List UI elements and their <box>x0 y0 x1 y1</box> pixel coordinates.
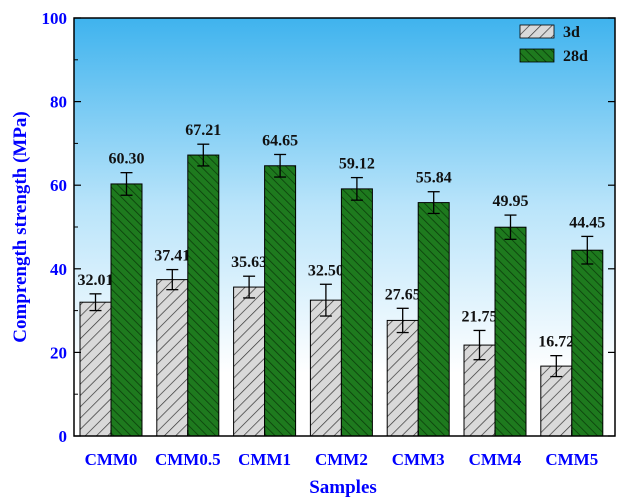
x-tick-label: CMM4 <box>469 450 522 469</box>
y-tick-label: 100 <box>42 9 68 28</box>
bar-3d <box>309 299 342 437</box>
legend: 3d 28d <box>519 24 588 65</box>
data-label: 32.50 <box>308 262 344 279</box>
chart-marks: 32.01 60.30 37.41 67.21 35.63 64.65 32.50 59.12… <box>78 122 605 437</box>
y-axis-ticks: 0 20 40 60 80 100 <box>42 9 615 446</box>
data-label: 49.95 <box>493 193 529 210</box>
y-tick-label: 20 <box>50 343 67 362</box>
y-axis-title: Comprength strength (MPa) <box>10 111 31 343</box>
legend-swatch-3d <box>519 24 555 39</box>
data-label: 60.30 <box>109 151 145 168</box>
legend-label-28d: 28d <box>563 48 588 65</box>
x-tick-label: CMM0.5 <box>155 450 221 469</box>
data-label: 32.01 <box>78 272 114 289</box>
plot-frame <box>73 17 616 437</box>
bar-28d <box>340 188 373 437</box>
x-tick-label: CMM1 <box>238 450 291 469</box>
x-axis-categories: CMM0 CMM0.5 CMM1 CMM2 CMM3 CMM4 CMM5 <box>85 450 599 469</box>
y-tick-label: 80 <box>50 93 67 112</box>
data-label: 27.65 <box>385 286 421 303</box>
bar-28d <box>110 183 143 437</box>
y-tick-label: 0 <box>59 427 68 446</box>
data-label: 55.84 <box>416 170 452 187</box>
data-label: 37.41 <box>154 248 190 265</box>
data-label: 44.45 <box>569 214 605 231</box>
bar-3d <box>156 279 189 437</box>
x-tick-label: CMM2 <box>315 450 368 469</box>
data-label: 16.72 <box>538 334 574 351</box>
x-tick-label: CMM0 <box>85 450 138 469</box>
data-label: 35.63 <box>231 254 267 271</box>
bar-28d <box>264 165 297 437</box>
bar-3d <box>386 319 419 437</box>
data-label: 64.65 <box>262 132 298 149</box>
legend-swatch-28d <box>519 48 555 63</box>
bar-28d <box>417 202 450 437</box>
data-label: 21.75 <box>462 308 498 325</box>
y-tick-label: 60 <box>50 176 67 195</box>
x-tick-label: CMM3 <box>392 450 445 469</box>
data-label: 59.12 <box>339 156 375 173</box>
data-label: 67.21 <box>185 122 221 139</box>
x-tick-label: CMM5 <box>545 450 598 469</box>
bar-3d <box>233 286 266 437</box>
bar-3d <box>79 301 112 437</box>
bar-28d <box>187 154 220 437</box>
y-tick-label: 40 <box>50 260 67 279</box>
bar-28d <box>494 226 527 437</box>
x-axis-title: Samples <box>309 477 377 498</box>
legend-label-3d: 3d <box>563 24 580 41</box>
bar-28d <box>571 249 604 437</box>
